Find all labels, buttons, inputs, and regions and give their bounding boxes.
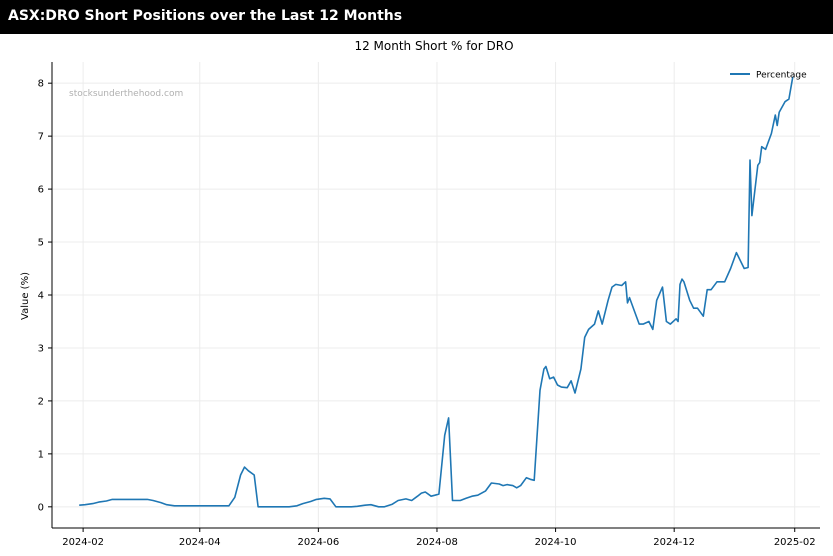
x-tick-label: 2024-10 [535, 537, 577, 548]
x-tick-label: 2024-08 [416, 537, 458, 548]
legend-label-percentage: Percentage [756, 71, 807, 81]
series [79, 76, 794, 508]
y-tick-label: 8 [38, 79, 44, 90]
y-tick-label: 6 [38, 185, 44, 196]
y-tick-label: 5 [38, 238, 44, 249]
x-tick-label: 2024-06 [297, 537, 339, 548]
y-tick-label: 2 [38, 396, 44, 407]
x-tick-label: 2024-02 [62, 537, 104, 548]
y-tick-label: 1 [38, 449, 44, 460]
grid [52, 62, 820, 528]
y-tick-label: 7 [38, 132, 44, 143]
y-ticks: 0 1 2 3 4 5 6 7 8 [38, 79, 52, 513]
x-ticks: 2024-02 2024-04 2024-06 2024-08 2024-10 2024-… [62, 528, 816, 548]
x-tick-label: 2024-12 [653, 537, 695, 548]
header-title: ASX:DRO Short Positions over the Last 12… [8, 8, 403, 24]
y-tick-label: 0 [38, 502, 44, 513]
legend: Percentage [730, 71, 807, 81]
y-tick-label: 4 [38, 291, 44, 302]
x-tick-label: 2025-02 [774, 537, 816, 548]
series-line-percentage [79, 76, 794, 508]
chart-title: 12 Month Short % for DRO [354, 39, 513, 53]
y-tick-label: 3 [38, 343, 44, 354]
watermark: stocksunderthehood.com [69, 89, 183, 99]
x-tick-label: 2024-04 [179, 537, 221, 548]
y-axis-label: Value (%) [20, 272, 31, 320]
header-bar: ASX:DRO Short Positions over the Last 12… [0, 0, 833, 34]
